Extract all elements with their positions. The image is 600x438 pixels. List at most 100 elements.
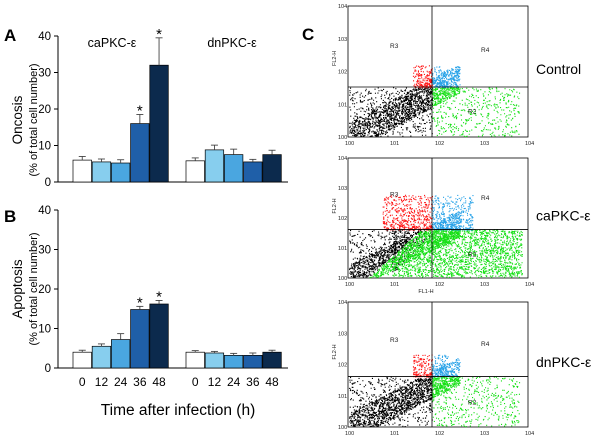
flow-plot: R3R4R2FL2-HFL1-H100100101101102102103103… bbox=[332, 156, 590, 295]
group-label-capkc: caPKC-ε bbox=[88, 36, 137, 50]
apoptosis-significance-star: * bbox=[137, 294, 143, 311]
apoptosis-y-tick-label: 40 bbox=[38, 205, 51, 217]
oncosis-chart: Oncosis (% of total cell number) caPKC-ε… bbox=[10, 26, 288, 189]
oncosis-bar bbox=[204, 149, 225, 183]
flow-y-label: FL2-H bbox=[332, 198, 338, 213]
apoptosis-bar bbox=[149, 303, 169, 369]
x-tick-label: 36 bbox=[133, 375, 147, 389]
x-tick-label: 48 bbox=[265, 375, 279, 389]
oncosis-significance-star: * bbox=[156, 26, 162, 43]
oncosis-bar bbox=[224, 154, 244, 183]
flow-x-tick: 103 bbox=[480, 282, 489, 288]
apoptosis-bar bbox=[243, 355, 263, 369]
panel-letter-b: B bbox=[4, 207, 16, 226]
flow-x-tick: 102 bbox=[435, 282, 444, 288]
flow-y-tick: 104 bbox=[338, 156, 347, 162]
oncosis-bar bbox=[262, 154, 282, 183]
flow-x-tick: 104 bbox=[525, 141, 534, 147]
flow-dots-black bbox=[349, 376, 434, 428]
flow-dots-green bbox=[369, 229, 523, 279]
apoptosis-bar bbox=[111, 339, 131, 369]
oncosis-bar bbox=[72, 159, 92, 183]
flow-dots-red bbox=[412, 65, 434, 89]
oncosis-y-sublabel: (% of total cell number) bbox=[28, 63, 40, 176]
region-label-r2: R2 bbox=[468, 108, 477, 115]
x-axis-label: Time after infection (h) bbox=[101, 402, 255, 419]
x-tick-label: 0 bbox=[192, 375, 199, 389]
flow-x-tick: 100 bbox=[345, 141, 354, 147]
flow-dots-red bbox=[412, 354, 433, 378]
apoptosis-y-tick-label: 20 bbox=[38, 284, 51, 296]
oncosis-y-tick-label: 10 bbox=[38, 141, 51, 153]
oncosis-bar bbox=[185, 160, 205, 183]
apoptosis-y-sublabel: (% of total cell number) bbox=[28, 232, 40, 345]
oncosis-bar bbox=[91, 161, 112, 183]
condition-label: caPKC-ε bbox=[536, 207, 590, 223]
region-label-r2: R2 bbox=[468, 251, 477, 258]
region-label-r4: R4 bbox=[481, 341, 490, 348]
flow-y-tick: 101 bbox=[338, 394, 347, 400]
panel-letter-a: A bbox=[4, 26, 16, 45]
condition-label: Control bbox=[536, 61, 581, 77]
flow-x-tick: 101 bbox=[390, 282, 399, 288]
apoptosis-y-tick-label: 10 bbox=[38, 324, 51, 336]
flow-x-tick: 101 bbox=[390, 431, 399, 437]
flow-y-tick: 103 bbox=[338, 37, 347, 43]
flow-x-tick: 103 bbox=[480, 431, 489, 437]
x-tick-label: 48 bbox=[152, 375, 166, 389]
apoptosis-y-label: Apoptosis bbox=[10, 259, 25, 319]
flow-dots-green bbox=[432, 87, 521, 138]
flow-y-label: FL2-H bbox=[332, 344, 338, 359]
region-label-r3: R3 bbox=[390, 337, 399, 344]
apoptosis-bar bbox=[130, 309, 150, 369]
flow-y-tick: 101 bbox=[338, 246, 347, 252]
flow-x-tick: 100 bbox=[345, 431, 354, 437]
apoptosis-bar bbox=[224, 355, 244, 369]
flow-x-tick: 104 bbox=[525, 431, 534, 437]
flow-x-tick: 101 bbox=[390, 141, 399, 147]
flow-dots-blue bbox=[432, 66, 461, 89]
flow-y-tick: 102 bbox=[338, 70, 347, 76]
flow-dots-black bbox=[349, 229, 433, 278]
flow-y-tick: 103 bbox=[338, 186, 347, 192]
oncosis-significance-star: * bbox=[137, 102, 143, 119]
oncosis-y-tick-label: 0 bbox=[45, 177, 51, 189]
region-label-r3: R3 bbox=[390, 191, 399, 198]
region-label-r3: R3 bbox=[390, 43, 399, 50]
x-tick-label: 12 bbox=[95, 375, 109, 389]
oncosis-bar bbox=[111, 162, 131, 183]
apoptosis-significance-star: * bbox=[156, 288, 162, 305]
flow-x-tick: 104 bbox=[525, 282, 534, 288]
x-tick-labels: 0 12 24 36 48 0 12 24 36 48 bbox=[79, 375, 279, 389]
x-tick-label: 12 bbox=[208, 375, 222, 389]
flow-x-tick: 100 bbox=[345, 282, 354, 288]
flow-y-tick: 103 bbox=[338, 331, 347, 337]
flow-dots-black bbox=[349, 87, 434, 138]
apoptosis-y-tick-label: 0 bbox=[45, 363, 51, 375]
apoptosis-chart: Apoptosis (% of total cell number) 0 10 20… bbox=[10, 205, 288, 375]
flow-y-tick: 100 bbox=[338, 425, 347, 431]
flow-plot: R3R4R2FL2-HFL1-H100100101101102102103103… bbox=[332, 300, 591, 437]
oncosis-y-tick-label: 20 bbox=[38, 104, 51, 116]
flow-y-tick: 102 bbox=[338, 216, 347, 222]
flow-y-tick: 102 bbox=[338, 363, 347, 369]
x-tick-label: 0 bbox=[79, 375, 86, 389]
flow-x-tick: 102 bbox=[435, 141, 444, 147]
flow-dots-red bbox=[382, 194, 434, 231]
flow-cytometry-panel: R3R4R2FL2-H10010010110110210210310310410… bbox=[332, 4, 591, 437]
flow-x-tick: 103 bbox=[480, 141, 489, 147]
oncosis-bar bbox=[243, 161, 263, 183]
flow-y-tick: 104 bbox=[338, 300, 347, 306]
apoptosis-bar bbox=[185, 351, 205, 369]
oncosis-bar bbox=[149, 64, 169, 183]
oncosis-y-label: Oncosis bbox=[10, 95, 25, 144]
region-label-r4: R4 bbox=[481, 195, 490, 202]
group-label-dnpkc: dnPKC-ε bbox=[207, 36, 257, 50]
flow-dots-green bbox=[432, 376, 521, 428]
x-tick-label: 36 bbox=[246, 375, 260, 389]
apoptosis-y-tick-label: 30 bbox=[38, 245, 51, 257]
apoptosis-bar bbox=[91, 345, 112, 369]
x-tick-label: 24 bbox=[227, 375, 241, 389]
